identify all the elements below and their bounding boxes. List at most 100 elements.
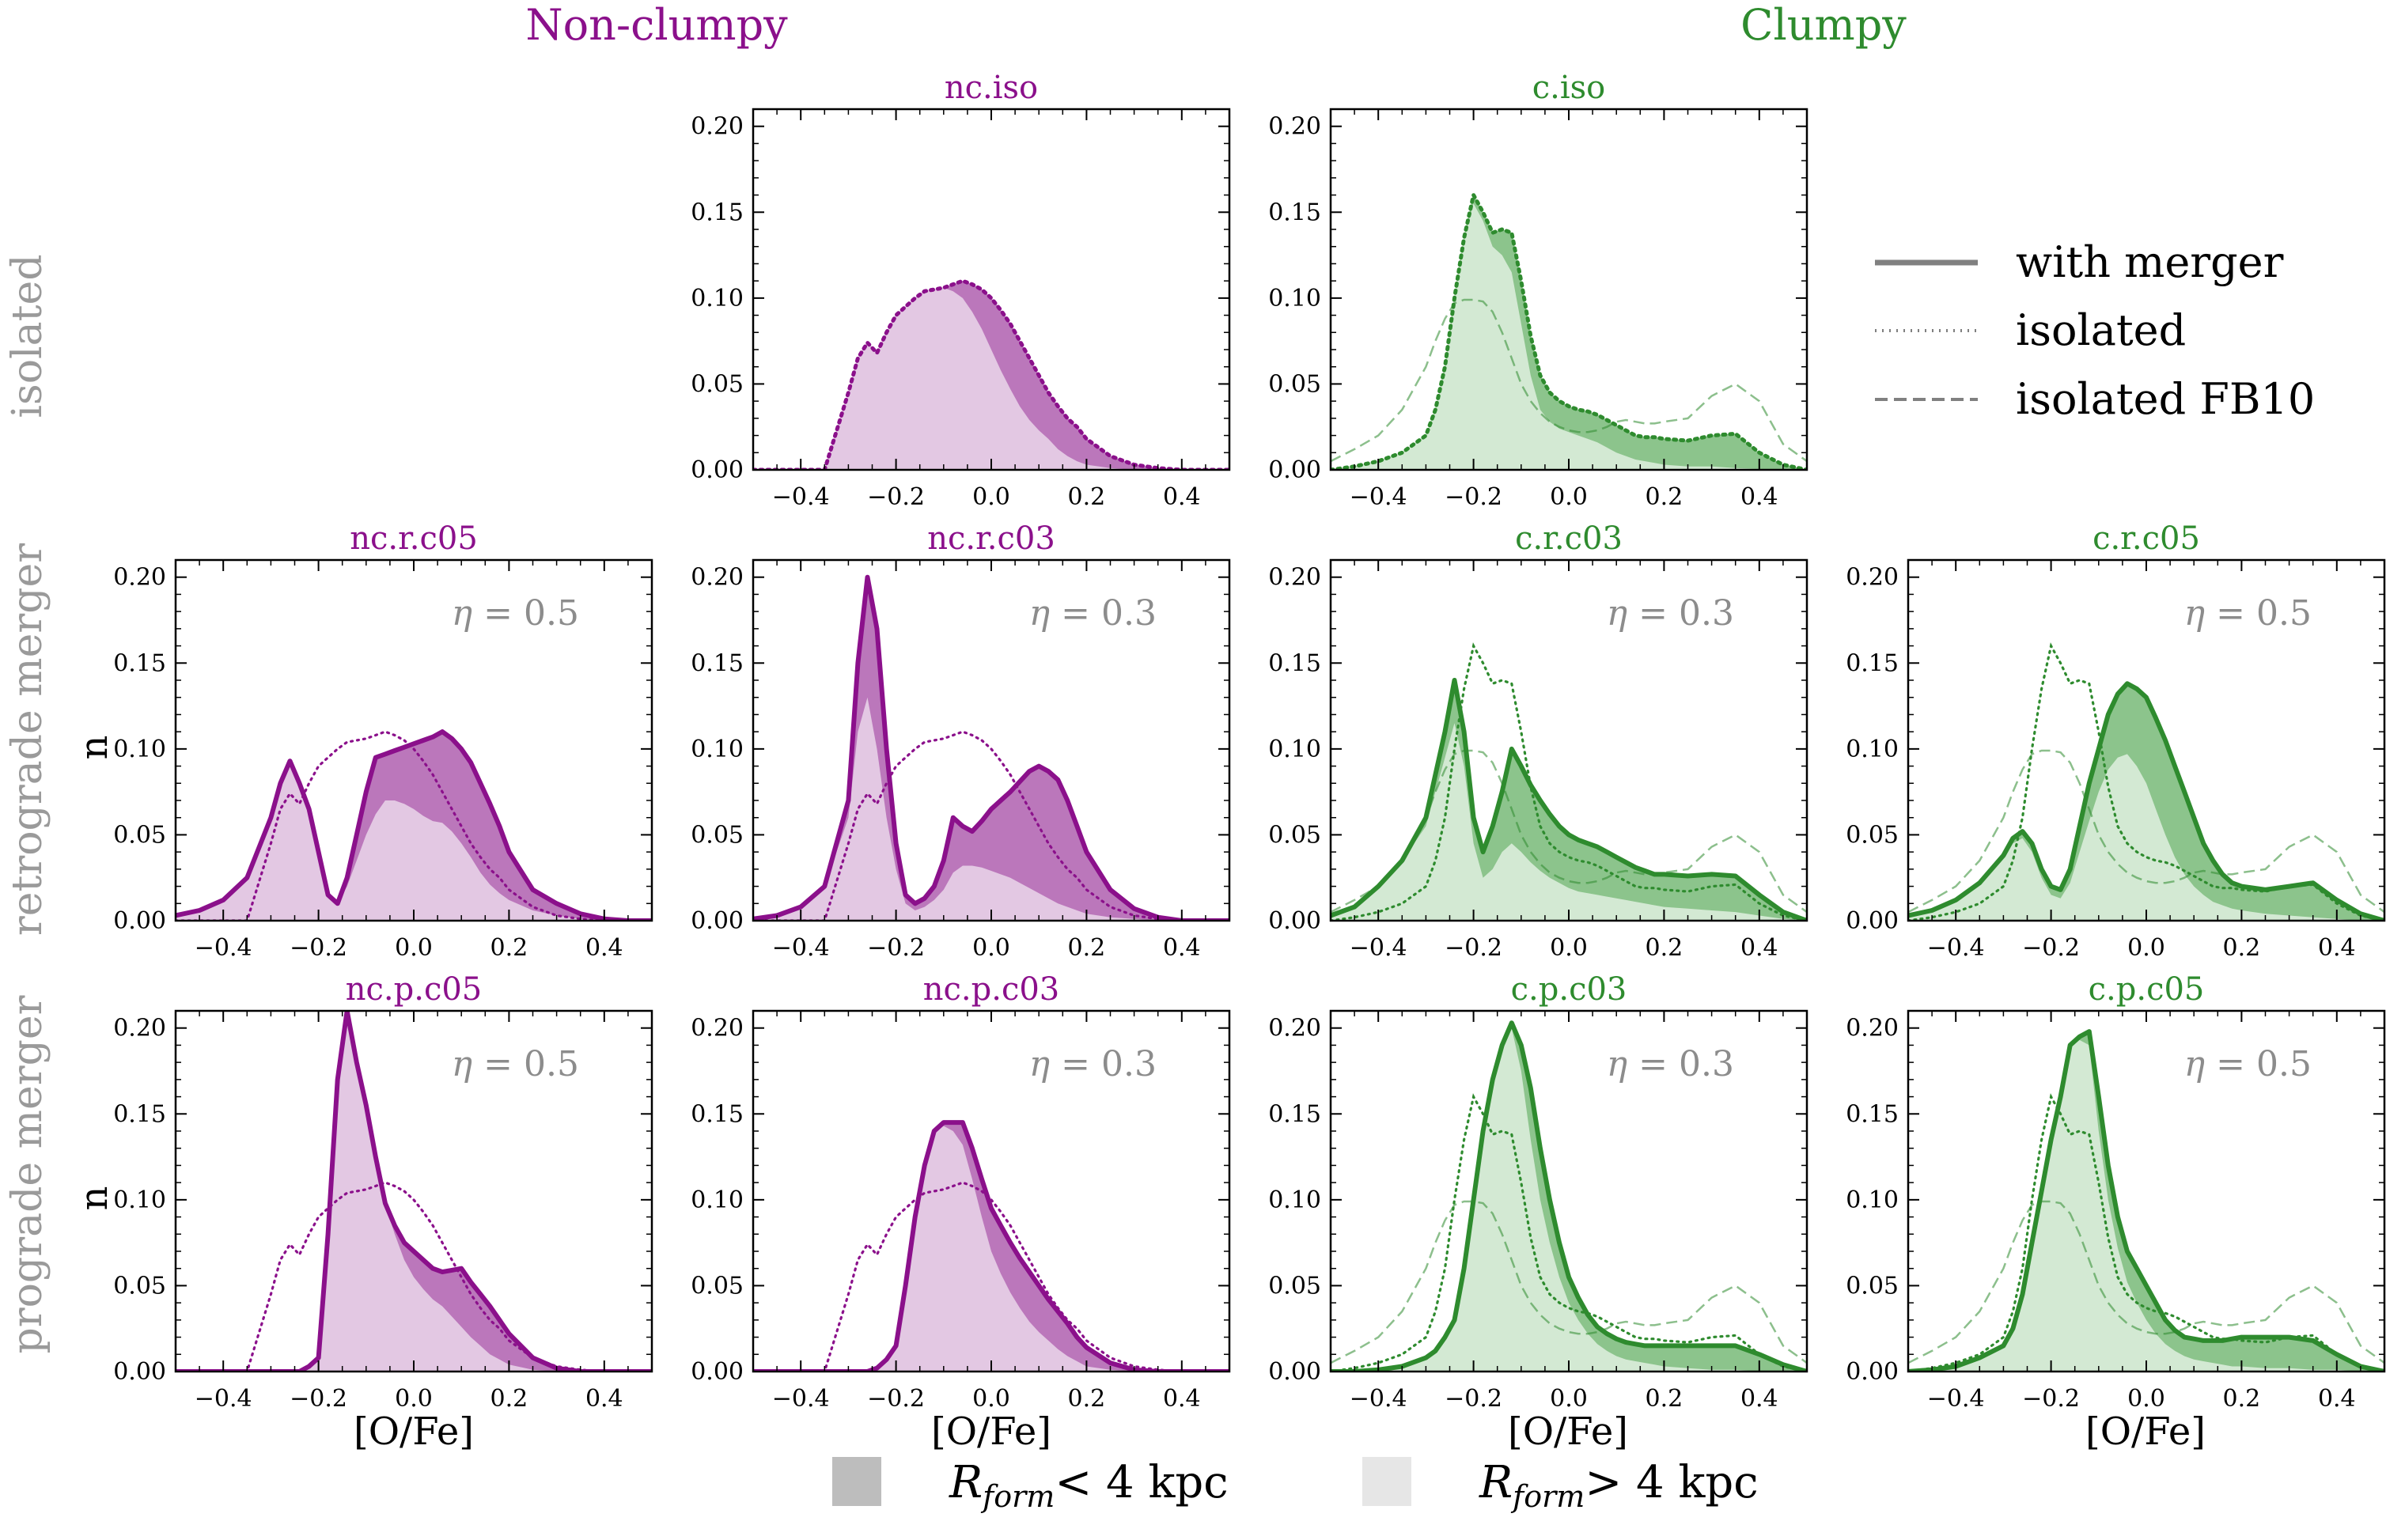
y-tick-label: 0.10 — [1268, 736, 1321, 763]
plot-area — [176, 1011, 652, 1372]
x-tick-label: −0.2 — [867, 483, 925, 511]
line-with-merger — [753, 574, 1229, 921]
y-tick-label: 0.05 — [691, 821, 744, 849]
x-tick-label: 0.2 — [1646, 1385, 1683, 1413]
plot-area — [1908, 1029, 2384, 1372]
legend-inner-label: < 4 kpc — [1055, 1457, 1228, 1508]
x-tick-label: 0.0 — [972, 483, 1010, 511]
y-tick-label: 0.20 — [113, 564, 166, 592]
y-tick-label: 0.20 — [691, 1015, 744, 1042]
x-tick-label: 0.0 — [395, 1385, 433, 1413]
y-tick-label: 0.20 — [691, 113, 744, 141]
eta-value: = 0.3 — [1050, 593, 1157, 634]
eta-label: η = 0.3 — [1029, 593, 1157, 634]
eta-value: = 0.3 — [1627, 593, 1734, 634]
y-tick-label: 0.15 — [691, 1100, 744, 1128]
eta-label: η = 0.5 — [452, 593, 579, 634]
x-tick-label: −0.2 — [2022, 1385, 2080, 1413]
y-tick-label: 0.05 — [1846, 1272, 1899, 1300]
line-isolated-fb10 — [1331, 1200, 1807, 1364]
panel-title: nc.p.c03 — [923, 971, 1060, 1008]
line-isolated — [176, 1181, 652, 1372]
x-tick-label: 0.2 — [1646, 934, 1683, 962]
panel-c.p.c05: −0.4 −0.2 0.0 0.2 0.4 0.00 0.05 0.10 0.15 0.20 c.p… — [1846, 971, 2386, 1413]
panel-grid: −0.4 −0.2 0.0 0.2 0.4 0.00 0.05 0.10 0.15 0.20 nc.… — [113, 70, 2386, 1413]
eta-label: η = 0.5 — [2184, 593, 2312, 634]
y-tick-label: 0.15 — [113, 1100, 166, 1128]
y-tick-label: 0.20 — [1846, 1015, 1899, 1042]
line-isolated — [176, 730, 652, 921]
x-tick-label: 0.4 — [1740, 1385, 1778, 1413]
x-tick-label: −0.4 — [1927, 934, 1985, 962]
x-tick-label: 0.0 — [1550, 483, 1588, 511]
legend-isolated: isolated — [2016, 305, 2186, 355]
x-tick-label: 0.4 — [2318, 1385, 2356, 1413]
x-tick-label: 0.2 — [1068, 934, 1106, 962]
area-inner-fill — [1331, 1023, 1807, 1372]
line-with-merger — [1331, 678, 1807, 921]
panel-nc.p.c05: −0.4 −0.2 0.0 0.2 0.4 0.00 0.05 0.10 0.15 0.20 nc.… — [113, 971, 653, 1413]
y-tick-label: 0.20 — [113, 1015, 166, 1042]
column-header-clumpy: Clumpy — [1740, 0, 1907, 50]
x-axis-label-col1: [O/Fe] — [931, 1409, 1051, 1454]
panel-c.p.c03: −0.4 −0.2 0.0 0.2 0.4 0.00 0.05 0.10 0.15 0.20 c.p… — [1268, 971, 1808, 1413]
eta-symbol: η — [2184, 1044, 2205, 1084]
eta-symbol: η — [1029, 1044, 1050, 1084]
x-tick-label: −0.4 — [772, 483, 830, 511]
y-tick-label: 0.00 — [691, 456, 744, 484]
legend-dark-swatch — [832, 1457, 881, 1506]
panel-title: nc.r.c05 — [350, 520, 478, 557]
area-outer-fill — [1331, 1027, 1807, 1372]
eta-symbol: η — [1607, 1044, 1627, 1084]
line-isolated-fb10 — [1908, 1200, 2384, 1364]
x-tick-label: −0.4 — [772, 934, 830, 962]
y-tick-label: 0.15 — [691, 649, 744, 677]
row-labels: isolated retrograde merger prograde merg… — [4, 254, 116, 1353]
r-form-symbol: R — [949, 1457, 983, 1508]
y-tick-label: 0.05 — [1268, 370, 1321, 398]
y-tick-label: 0.15 — [1846, 1100, 1899, 1128]
x-tick-label: 0.2 — [490, 1385, 528, 1413]
legend-isolated-fb10: isolated FB10 — [2016, 374, 2315, 424]
line-isolated — [1331, 1093, 1807, 1372]
y-tick-label: 0.10 — [113, 1186, 166, 1214]
legend-light-swatch — [1362, 1457, 1411, 1506]
x-tick-label: 0.2 — [1068, 483, 1106, 511]
panel-title: c.iso — [1532, 70, 1606, 106]
y-tick-label: 0.05 — [1268, 1272, 1321, 1300]
eta-value: = 0.5 — [472, 593, 579, 634]
x-tick-label: −0.2 — [290, 934, 347, 962]
x-tick-label: −0.2 — [290, 1385, 347, 1413]
plot-area — [753, 574, 1229, 921]
plot-area — [1331, 642, 1807, 921]
x-tick-label: −0.4 — [1350, 934, 1407, 962]
eta-label: η = 0.5 — [452, 1044, 579, 1084]
eta-label: η = 0.3 — [1607, 593, 1734, 634]
x-tick-label: 0.4 — [1163, 483, 1201, 511]
y-tick-label: 0.05 — [691, 1272, 744, 1300]
y-tick-label: 0.00 — [1846, 907, 1899, 935]
line-with-merger — [1331, 1020, 1807, 1372]
panel-title: c.p.c05 — [2089, 971, 2205, 1008]
x-tick-label: 0.0 — [972, 1385, 1010, 1413]
x-tick-label: 0.4 — [2318, 934, 2356, 962]
row-label-retrograde: retrograde merger — [4, 543, 51, 936]
y-tick-label: 0.00 — [1268, 456, 1321, 484]
y-tick-label: 0.05 — [1846, 821, 1899, 849]
x-tick-label: −0.2 — [867, 934, 925, 962]
y-tick-label: 0.10 — [691, 1186, 744, 1214]
eta-symbol: η — [2184, 593, 2205, 634]
line-isolated — [753, 1181, 1229, 1372]
x-tick-label: −0.2 — [1445, 1385, 1502, 1413]
y-tick-label: 0.05 — [113, 1272, 166, 1300]
y-tick-label: 0.00 — [113, 907, 166, 935]
x-tick-label: 0.0 — [2127, 934, 2165, 962]
area-outer-fill — [1331, 203, 1807, 470]
panel-title: nc.r.c03 — [927, 520, 1055, 557]
legend-outer-label: > 4 kpc — [1585, 1457, 1758, 1508]
panel-nc.r.c03: −0.4 −0.2 0.0 0.2 0.4 0.00 0.05 0.10 0.15 0.20 nc.… — [691, 520, 1231, 962]
eta-value: = 0.5 — [2205, 593, 2312, 634]
area-outer-fill — [753, 287, 1229, 470]
eta-symbol: η — [1029, 593, 1050, 634]
